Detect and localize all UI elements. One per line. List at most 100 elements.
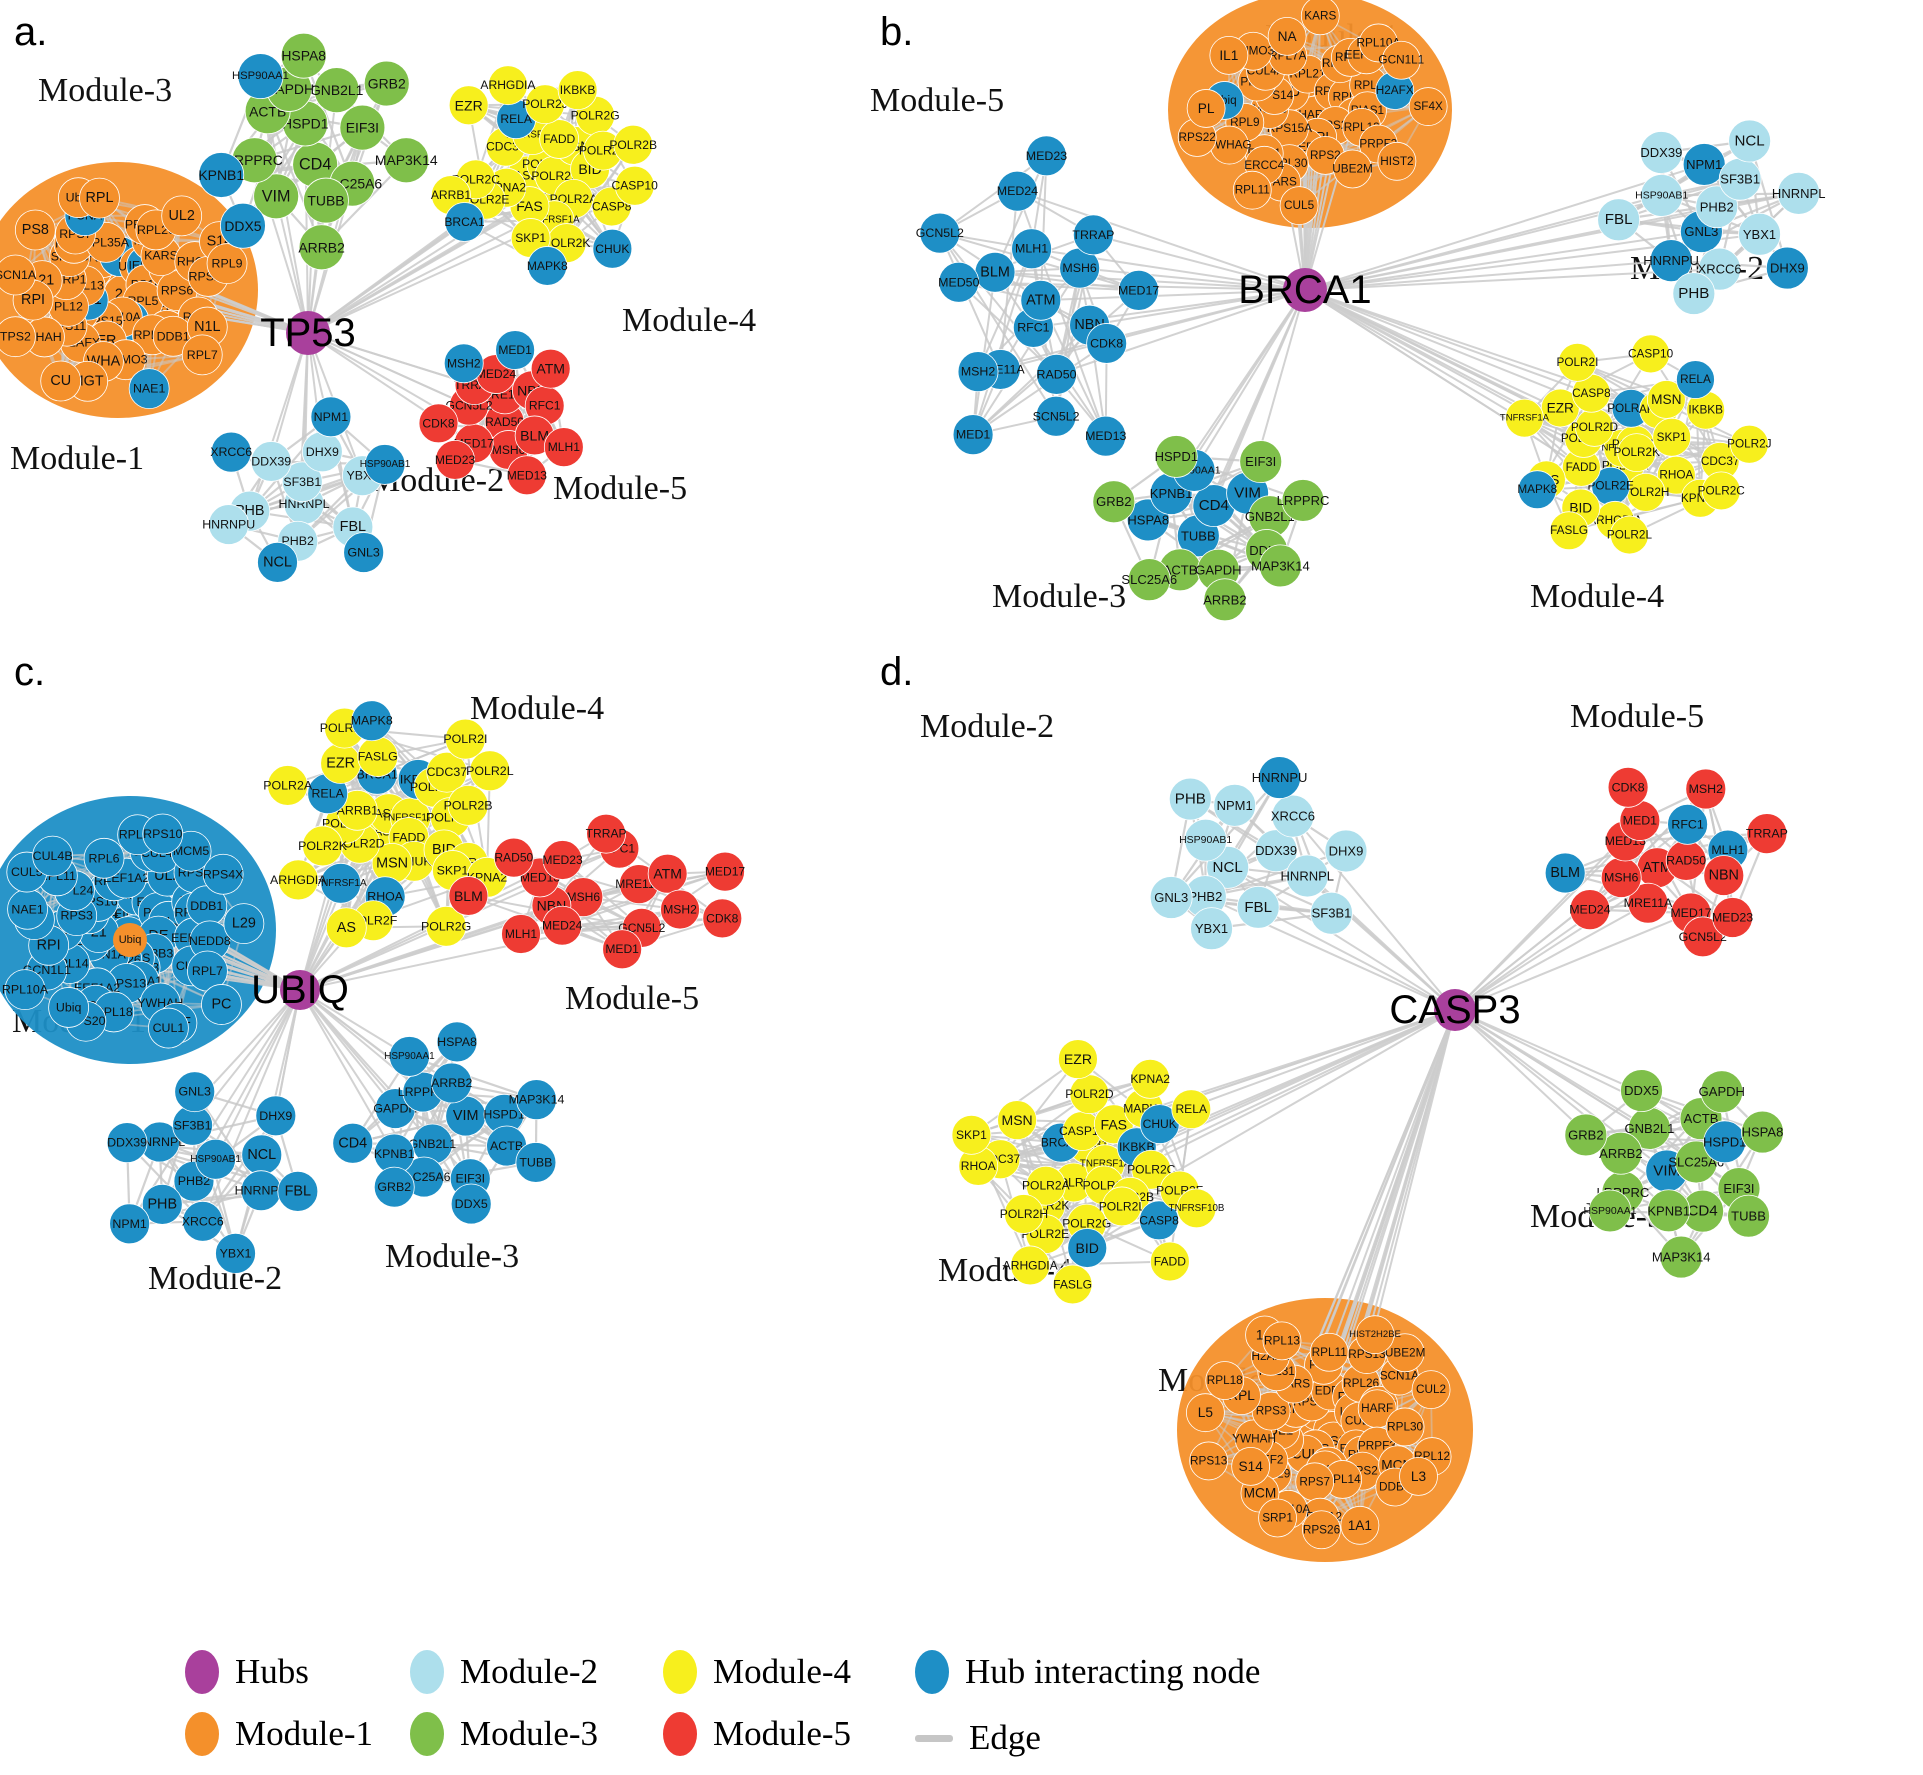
svg-text:TNFRSF1A: TNFRSF1A bbox=[315, 878, 367, 889]
svg-text:GNL3: GNL3 bbox=[347, 545, 379, 559]
svg-text:ATM: ATM bbox=[1643, 860, 1672, 876]
network-node: VIM bbox=[1645, 1149, 1689, 1193]
svg-text:RPL30: RPL30 bbox=[1387, 1420, 1423, 1433]
network-node: DDX39 bbox=[1254, 829, 1298, 873]
svg-text:MED1: MED1 bbox=[605, 942, 639, 956]
svg-text:DHX9: DHX9 bbox=[306, 445, 339, 459]
network-node: NAE1 bbox=[7, 888, 48, 930]
svg-text:POLR2L: POLR2L bbox=[1607, 529, 1653, 542]
svg-text:POLR2L: POLR2L bbox=[466, 764, 514, 778]
svg-text:NAE1: NAE1 bbox=[133, 382, 165, 396]
network-node: MED50 bbox=[938, 261, 980, 303]
panel-a-network: CUL4BUL1RPS13JL1EEF1ATARS2A2H2BERPSRPL11… bbox=[0, 32, 659, 583]
network-node: ARRB2 bbox=[431, 1062, 472, 1104]
svg-text:YWHAG: YWHAG bbox=[1207, 139, 1251, 152]
panel-b-network: RPL23RPS13RPL18RPL35AL12HARSCURPL21RPS12… bbox=[916, 0, 1826, 622]
network-node: XRCC6 bbox=[1271, 794, 1315, 838]
svg-text:CASP10: CASP10 bbox=[1628, 347, 1674, 360]
svg-text:MED50: MED50 bbox=[938, 275, 979, 289]
panel-d-letter: d. bbox=[880, 650, 914, 694]
svg-text:MED13: MED13 bbox=[507, 468, 548, 482]
panel-b-module-4-label: Module-4 bbox=[1530, 578, 1665, 615]
svg-text:FASLG: FASLG bbox=[358, 750, 398, 764]
network-node: XRCC6 bbox=[182, 1200, 224, 1242]
svg-text:POLR2L: POLR2L bbox=[531, 169, 578, 183]
network-node: MSH2 bbox=[443, 343, 484, 384]
network-node: CU bbox=[40, 360, 82, 402]
svg-text:PHB2: PHB2 bbox=[178, 1174, 210, 1188]
network-node: CDK8 bbox=[418, 403, 459, 444]
svg-text:RPL11: RPL11 bbox=[1235, 184, 1270, 197]
svg-text:ACTB: ACTB bbox=[490, 1139, 523, 1153]
svg-text:POLR2A: POLR2A bbox=[263, 778, 313, 792]
svg-text:EZR: EZR bbox=[326, 755, 355, 771]
network-node: PHB bbox=[1672, 272, 1716, 315]
network-node: RPL bbox=[79, 177, 120, 219]
svg-text:POLR2H: POLR2H bbox=[1622, 486, 1669, 499]
svg-text:MLH1: MLH1 bbox=[505, 927, 538, 941]
network-node: KPNA2 bbox=[1130, 1058, 1170, 1099]
svg-text:MCM5: MCM5 bbox=[173, 844, 210, 858]
svg-text:CUL2: CUL2 bbox=[1416, 1383, 1446, 1396]
legend-label-hub-interacting-node: Hub interacting node bbox=[965, 1652, 1261, 1691]
panel-c-module-2-label: Module-2 bbox=[148, 1260, 283, 1297]
network-node: HSPD1 bbox=[282, 100, 329, 147]
network-node: SLC25A6 bbox=[1121, 558, 1177, 602]
network-node: RELA bbox=[1676, 360, 1715, 399]
svg-text:YBX1: YBX1 bbox=[1743, 227, 1776, 242]
svg-text:ARRB2: ARRB2 bbox=[431, 1076, 472, 1090]
network-node: 1A1 bbox=[1340, 1505, 1380, 1545]
network-node: EZR bbox=[1058, 1039, 1098, 1079]
network-node: RPL18 bbox=[1205, 1361, 1245, 1400]
network-node: ARHGDIA bbox=[480, 65, 536, 106]
svg-text:RPL7: RPL7 bbox=[192, 964, 223, 978]
svg-text:POLR2G: POLR2G bbox=[571, 109, 620, 123]
network-node: HSP90AA1 bbox=[1583, 1189, 1637, 1233]
svg-text:CDK8: CDK8 bbox=[706, 911, 739, 925]
panel-c-letter: c. bbox=[14, 650, 46, 694]
svg-text:HNRNPL: HNRNPL bbox=[1772, 186, 1826, 201]
svg-text:RFC1: RFC1 bbox=[529, 399, 561, 413]
svg-text:GNL3: GNL3 bbox=[1684, 224, 1718, 239]
svg-text:MED1: MED1 bbox=[1623, 814, 1658, 828]
network-node: CASP10 bbox=[612, 165, 659, 206]
network-node: GNL3 bbox=[174, 1071, 216, 1113]
network-node: POLR2H bbox=[1622, 472, 1669, 512]
svg-text:RHOA: RHOA bbox=[1659, 469, 1693, 482]
network-node: RHOA bbox=[958, 1146, 999, 1186]
svg-text:MSH2: MSH2 bbox=[1689, 782, 1724, 796]
network-node: NAE1 bbox=[128, 368, 170, 409]
svg-text:RPL6: RPL6 bbox=[89, 851, 120, 865]
svg-text:VHAH: VHAH bbox=[27, 330, 61, 344]
network-node: MLH1 bbox=[1011, 228, 1052, 270]
svg-text:HSP90AB1: HSP90AB1 bbox=[360, 459, 411, 470]
svg-text:MED17: MED17 bbox=[1670, 906, 1711, 920]
svg-text:SF3B1: SF3B1 bbox=[1312, 906, 1352, 921]
svg-text:DDX5: DDX5 bbox=[224, 218, 261, 234]
svg-text:PHB2: PHB2 bbox=[282, 534, 314, 548]
svg-text:EIF3I: EIF3I bbox=[1245, 454, 1276, 469]
network-node: MED13 bbox=[1085, 415, 1127, 457]
network-node: HIST2H2BE bbox=[1349, 1315, 1401, 1355]
svg-text:GCN5L2: GCN5L2 bbox=[1679, 930, 1727, 944]
svg-text:MAP3K14: MAP3K14 bbox=[1251, 558, 1310, 573]
network-node: MED24 bbox=[542, 905, 583, 946]
network-node: POLR2C bbox=[1698, 471, 1745, 511]
svg-text:CASP10: CASP10 bbox=[612, 179, 659, 193]
panel-c-module-3-label: Module-3 bbox=[385, 1238, 520, 1275]
network-node: GNB2L1 bbox=[310, 67, 364, 114]
network-node: GCN5L2 bbox=[1679, 916, 1727, 958]
svg-text:FBL: FBL bbox=[1605, 211, 1633, 228]
svg-text:POLR2J: POLR2J bbox=[1727, 438, 1772, 451]
network-node: L5 bbox=[1186, 1393, 1225, 1433]
legend: Hubs Module-1 Module-2 Module-3 Module-4… bbox=[185, 1650, 1260, 1770]
svg-text:RELA: RELA bbox=[311, 787, 344, 801]
network-node: SF4X bbox=[1408, 87, 1448, 126]
legend-swatch-module-2 bbox=[410, 1650, 444, 1694]
network-node: MSH2 bbox=[1685, 768, 1727, 810]
network-node: RAD50 bbox=[1665, 840, 1707, 881]
svg-text:FBL: FBL bbox=[1244, 899, 1272, 916]
svg-text:POLR2L: POLR2L bbox=[1099, 1199, 1146, 1213]
network-node: MRE11A bbox=[1624, 882, 1673, 924]
network-node: MSH6 bbox=[563, 877, 604, 918]
